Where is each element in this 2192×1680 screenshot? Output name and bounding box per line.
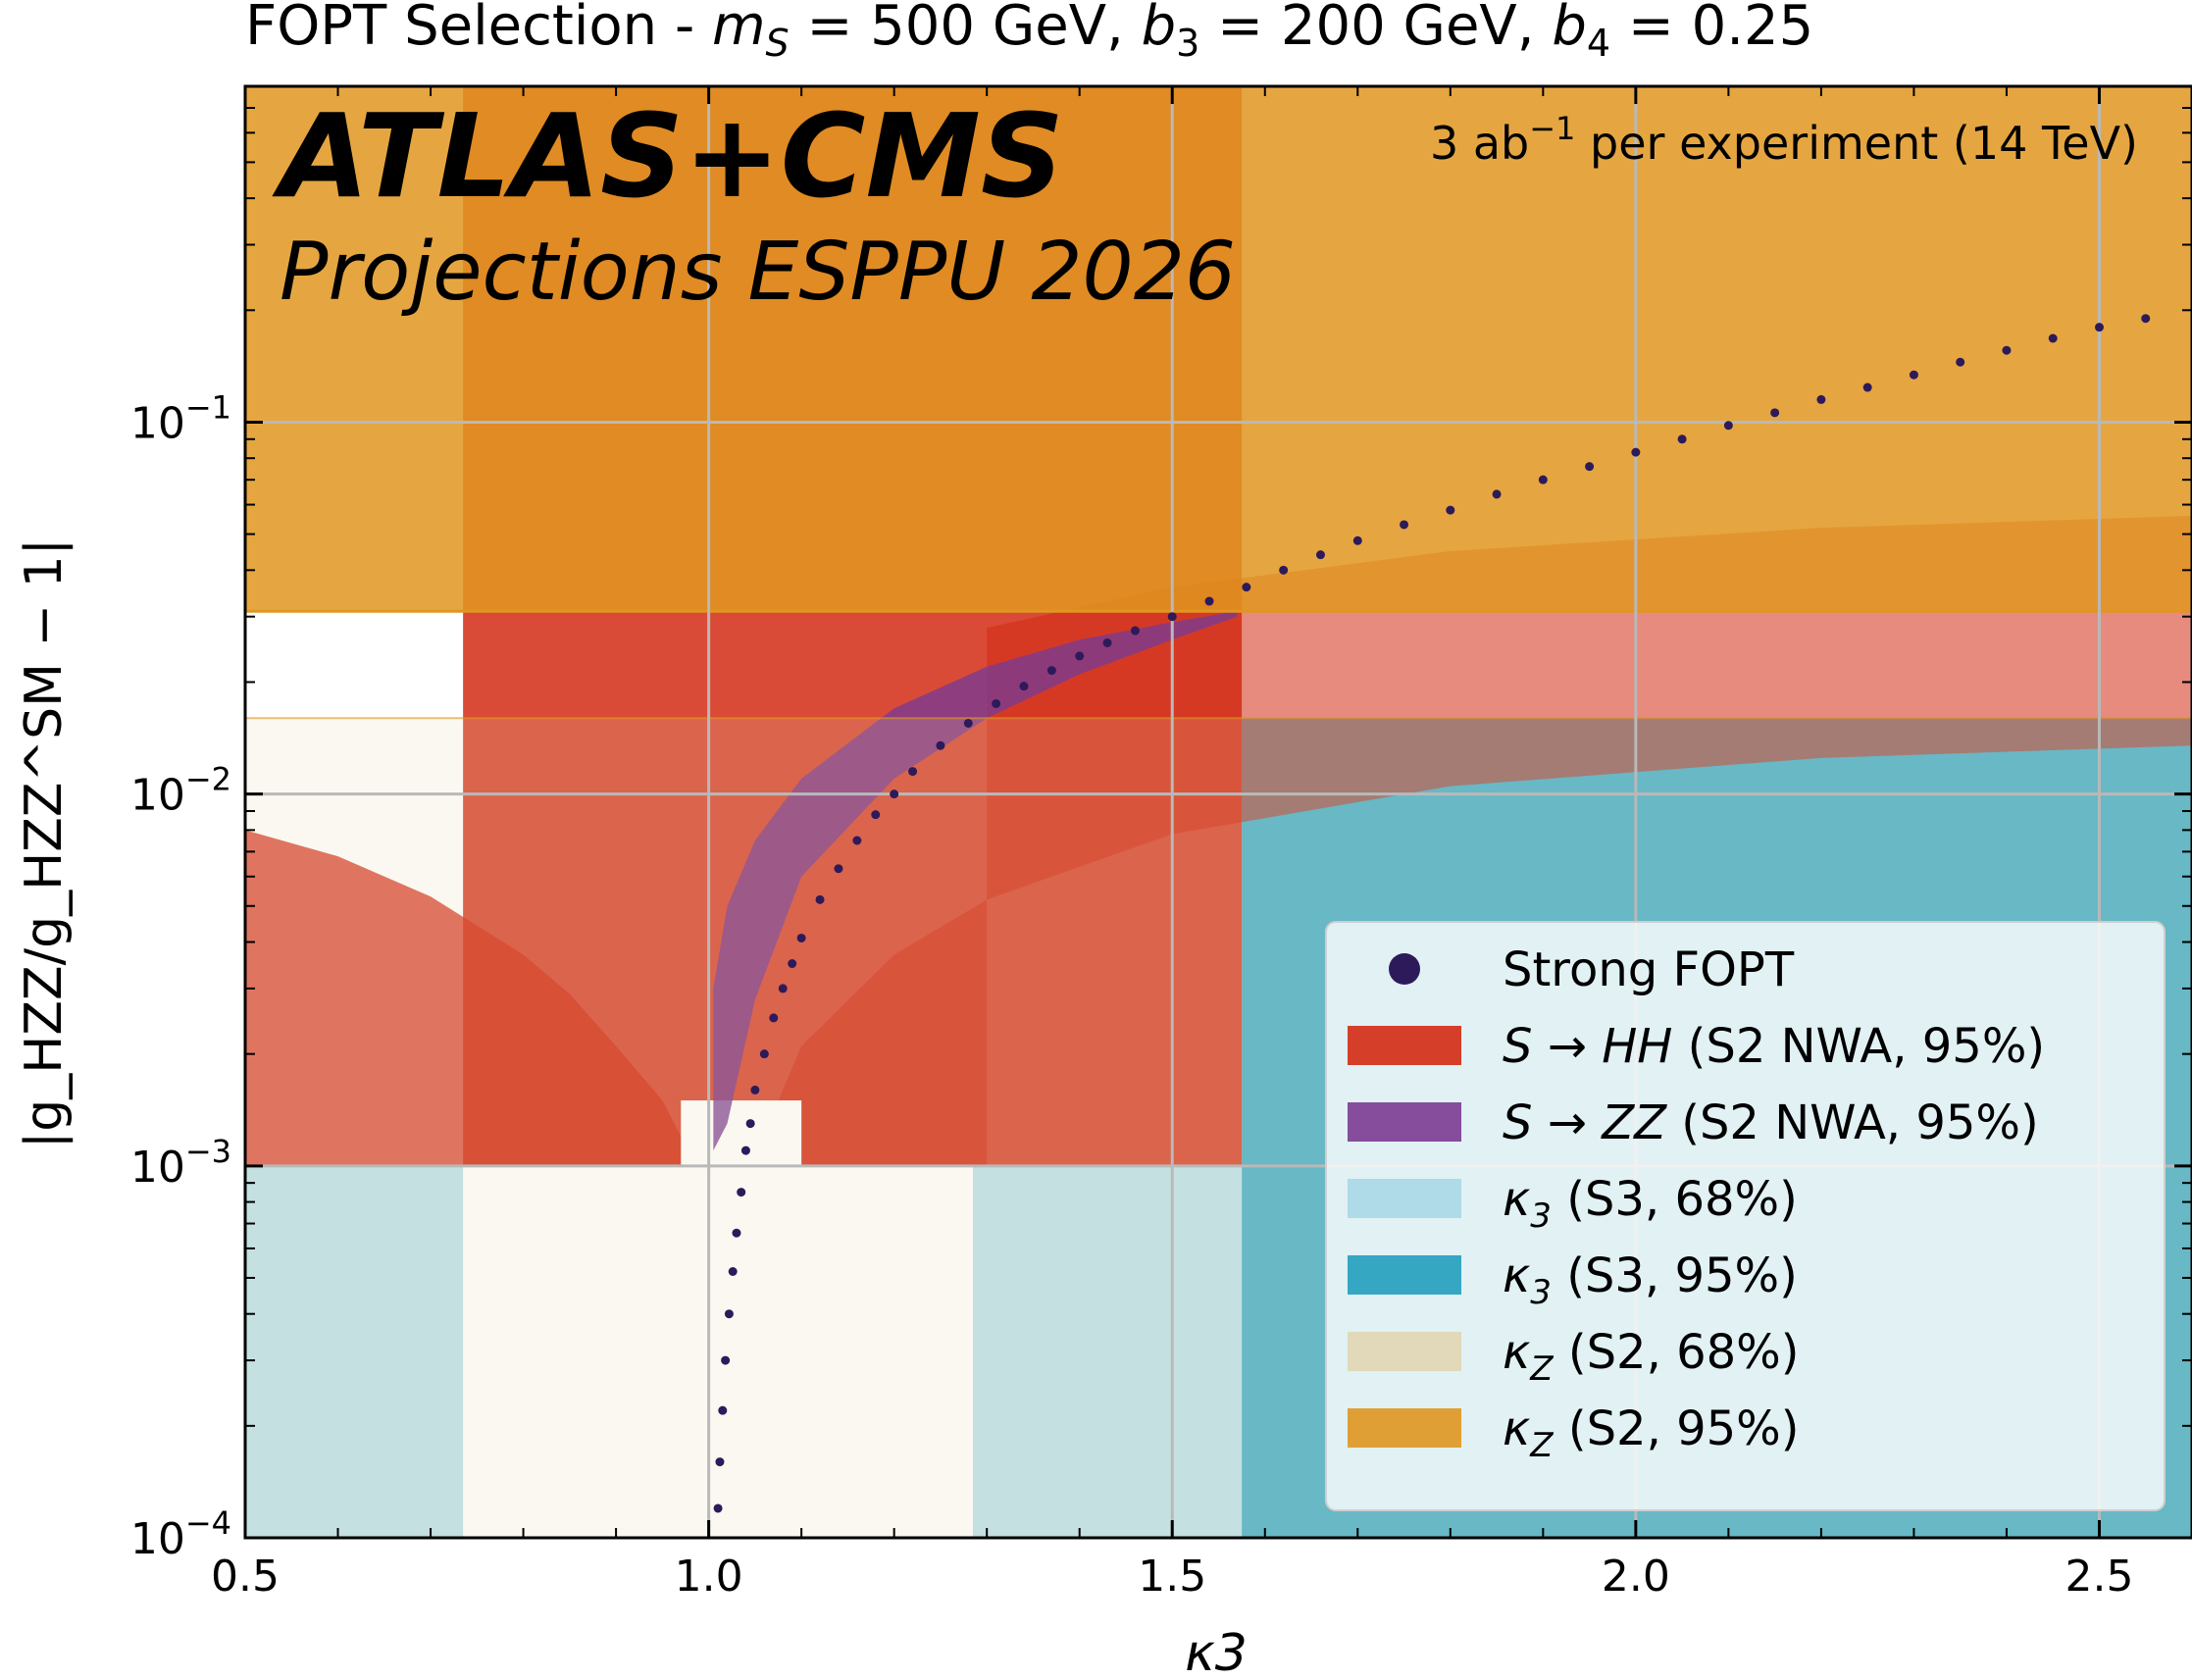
x-tick-label: 0.5 (211, 1552, 280, 1602)
fopt-point (1446, 505, 1455, 515)
fopt-point (1102, 637, 1112, 647)
fopt-point (737, 1188, 746, 1197)
s-zz-band (713, 611, 1238, 1151)
fopt-point (1075, 651, 1085, 661)
fopt-point (1862, 382, 1872, 392)
fopt-point (1400, 520, 1409, 530)
legend-label-k3_95: κ3 (S3, 95%) (1503, 1248, 1798, 1312)
plot-frame (243, 84, 2192, 1540)
legend-box (1325, 921, 2166, 1511)
x-tick-label: 2.5 (2065, 1552, 2133, 1602)
fopt-point (1492, 489, 1502, 499)
legend-swatch-k3_95 (1348, 1255, 1461, 1295)
fopt-point (1770, 408, 1780, 418)
kappa3-68-band-0 (245, 1165, 464, 1538)
ticks-layer: 0.5 1.0 1.5 2.0 2.5 10−1 10−2 10−3 10−4 (130, 85, 2192, 1602)
fopt-point (769, 1013, 779, 1023)
fopt-point (871, 810, 881, 820)
fopt-point (732, 1228, 741, 1238)
fopt-point (1816, 394, 1826, 404)
fopt-point (713, 1503, 723, 1513)
fopt-point (728, 1267, 738, 1277)
legend: Strong FOPT S → HH (S2 NWA, 95%) S → ZZ (S… (1325, 921, 2166, 1511)
luminosity-label: 3 ab−1 per experiment (14 TeV) (1430, 110, 2138, 170)
y-tick-label: 10−2 (130, 761, 231, 821)
chart-title: FOPT Selection - mS = 500 GeV, b3 = 200 … (245, 0, 1813, 65)
scatter-layer (713, 314, 2151, 1513)
projection-label: Projections ESPPU 2026 (280, 226, 1236, 319)
fopt-point (815, 894, 825, 904)
legend-swatch-k3_68 (1348, 1179, 1461, 1218)
legend-swatch-kz_95 (1348, 1408, 1461, 1448)
fopt-point (1585, 462, 1595, 472)
x-tick-label: 1.0 (675, 1552, 743, 1602)
fopt-point (1956, 357, 1965, 367)
legend-marker-fopt (1389, 953, 1420, 985)
experiment-label: ATLAS+CMS (272, 88, 1064, 224)
fopt-point (1242, 583, 1251, 592)
fopt-point (750, 1085, 760, 1095)
fopt-point (2141, 314, 2151, 324)
legend-label-s_hh: S → HH (S2 NWA, 95%) (1503, 1019, 2045, 1074)
y-tick-label: 10−1 (130, 388, 231, 448)
legend-label-s_zz: S → ZZ (S2 NWA, 95%) (1503, 1095, 2039, 1150)
fopt-point (2002, 345, 2012, 355)
fopt-point (1352, 535, 1362, 545)
fopt-point (1204, 596, 1214, 606)
legend-swatch-s_zz (1348, 1102, 1461, 1142)
fopt-point (1677, 434, 1687, 444)
kappaZ-95-band (245, 86, 2192, 612)
fopt-point (1046, 666, 1056, 676)
legend-swatch-s_hh (1348, 1026, 1461, 1065)
fopt-point (715, 1457, 725, 1467)
kappa3-68-band-1 (973, 1165, 1243, 1538)
x-tick-label: 2.0 (1602, 1552, 1670, 1602)
fopt-point (721, 1355, 731, 1365)
fopt-point (2048, 333, 2058, 343)
y-axis-label: |g_HZZ/g_HZZ^SM − 1| (15, 538, 74, 1148)
fopt-point (745, 1119, 755, 1129)
fopt-point (759, 1049, 769, 1059)
fopt-point (718, 1405, 728, 1415)
fopt-point (992, 698, 1001, 708)
x-tick-label: 1.5 (1138, 1552, 1206, 1602)
fopt-point (2094, 323, 2104, 332)
fopt-point (834, 864, 843, 874)
fopt-point (1167, 612, 1177, 622)
fopt-point (936, 740, 945, 750)
x-axis-label: κ3 (1185, 1624, 1248, 1680)
legend-label-fopt: Strong FOPT (1503, 942, 1795, 997)
fopt-point (1315, 550, 1325, 560)
y-tick-label: 10−4 (130, 1504, 231, 1564)
fopt-point (1909, 370, 1918, 380)
fopt-point (724, 1309, 734, 1319)
fopt-point (740, 1145, 750, 1155)
fopt-point (1279, 565, 1289, 575)
y-tick-label: 10−3 (130, 1133, 231, 1193)
fopt-point (1538, 475, 1548, 484)
fopt-point (908, 767, 918, 777)
legend-label-kz_95: κZ (S2, 95%) (1503, 1401, 1800, 1465)
s-hh-left-region (245, 830, 709, 1166)
fopt-point (1723, 421, 1733, 431)
legend-label-kz_68: κZ (S2, 68%) (1503, 1325, 1800, 1389)
fopt-point (1019, 682, 1029, 691)
fopt-point (796, 933, 806, 942)
fopt-point (788, 959, 797, 969)
white-notch (681, 1100, 802, 1166)
fopt-point (778, 984, 788, 993)
fopt-point (1631, 447, 1641, 457)
fopt-point (963, 718, 973, 728)
legend-swatch-kz_68 (1348, 1332, 1461, 1371)
s-hh-right-region (773, 515, 2192, 1166)
fopt-point (890, 789, 899, 799)
fopt-point (852, 836, 862, 845)
fopt-point (1130, 626, 1140, 636)
legend-label-k3_68: κ3 (S3, 68%) (1503, 1172, 1798, 1236)
